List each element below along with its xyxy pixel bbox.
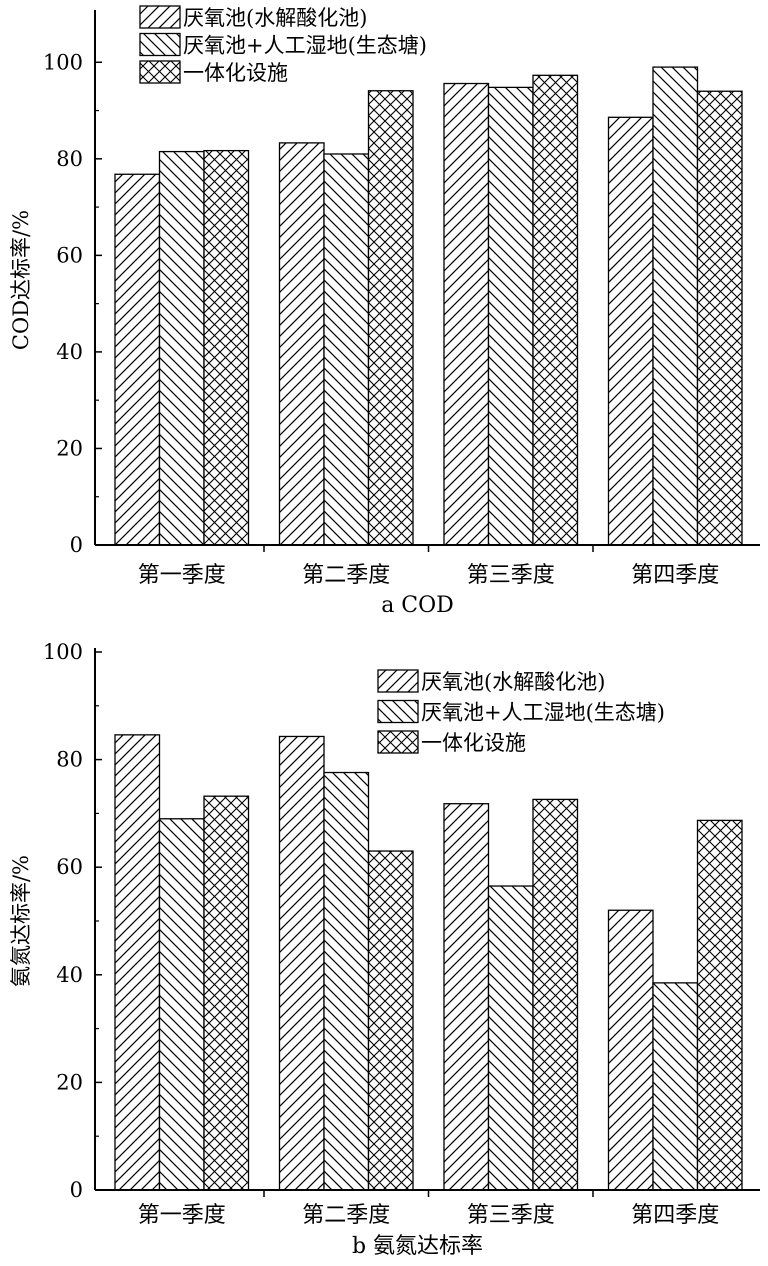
bar-3-3 — [532, 74, 579, 546]
bar-1-4 — [607, 909, 654, 1191]
bar-2-1 — [158, 818, 205, 1191]
bar-1-3 — [443, 82, 490, 546]
bar-1-4 — [607, 116, 654, 546]
legend-label-1: 厌氧池(水解酸化池) — [183, 6, 367, 30]
bar-2-2 — [323, 153, 370, 546]
chart-caption: b 氨氮达标率 — [352, 1234, 483, 1259]
legend-label-2: 厌氧池+人工湿地(生态塘) — [421, 701, 665, 725]
y-axis-title: COD达标率/% — [9, 210, 33, 350]
category-label: 第四季度 — [631, 1203, 719, 1228]
panel-a-cod: 第一季度 第二季度 第三季度 第四季度 0 20 40 60 80 100 COD达标率/% a CO… — [9, 5, 760, 618]
bar-3-4 — [696, 90, 743, 546]
y-axis-title: 氨氮达标率/% — [9, 855, 33, 987]
y-tick-label: 0 — [70, 533, 83, 557]
legend-swatch-3 — [139, 60, 181, 84]
y-tick-label: 60 — [56, 243, 83, 267]
chart-caption: a COD — [381, 593, 454, 618]
bar-2-1 — [158, 150, 205, 546]
y-tick-label: 100 — [43, 50, 83, 74]
category-label: 第二季度 — [302, 563, 390, 588]
bar-3-2 — [367, 90, 414, 546]
y-tick-label: 100 — [43, 640, 83, 664]
legend-swatch-2 — [377, 699, 419, 724]
bar-2-4 — [652, 66, 699, 546]
bar-1-2 — [278, 142, 325, 546]
category-label: 第四季度 — [631, 563, 719, 588]
legend-label-3: 一体化设施 — [183, 61, 288, 85]
y-tick-label: 20 — [56, 436, 83, 460]
bar-3-3 — [532, 798, 579, 1191]
bar-1-3 — [443, 803, 490, 1191]
bar-2-4 — [652, 982, 699, 1191]
legend-swatch-3 — [377, 730, 419, 754]
bar-3-4 — [696, 819, 743, 1191]
legend-swatch-2 — [139, 32, 181, 57]
y-tick-label: 0 — [70, 1178, 83, 1202]
legend-label-2: 厌氧池+人工湿地(生态塘) — [183, 34, 427, 58]
legend: 厌氧池(水解酸化池) 厌氧池+人工湿地(生态塘) 一体化设施 — [139, 5, 427, 85]
category-label: 第一季度 — [138, 1203, 226, 1228]
legend-swatch-1 — [377, 669, 419, 693]
y-tick-label: 80 — [56, 147, 83, 171]
bar-3-1 — [203, 149, 250, 546]
y-tick-label: 80 — [56, 748, 83, 772]
y-tick-label: 20 — [56, 1070, 83, 1094]
legend: 厌氧池(水解酸化池) 厌氧池+人工湿地(生态塘) 一体化设施 — [377, 669, 665, 755]
bar-2-3 — [487, 86, 534, 546]
bar-1-1 — [114, 173, 161, 546]
bar-3-2 — [367, 850, 414, 1191]
legend-label-3: 一体化设施 — [421, 731, 526, 755]
category-label: 第一季度 — [138, 563, 226, 588]
y-tick-label: 40 — [56, 340, 83, 364]
panel-b-ammonia: 第一季度 第二季度 第三季度 第四季度 0 20 40 60 80 100 氨氮达标率/% b 氨氮达… — [9, 640, 760, 1259]
bar-2-2 — [323, 771, 370, 1191]
category-label: 第二季度 — [302, 1203, 390, 1228]
legend-label-1: 厌氧池(水解酸化池) — [421, 670, 605, 694]
y-tick-label: 60 — [56, 855, 83, 879]
bar-1-1 — [114, 734, 161, 1191]
category-label: 第三季度 — [467, 563, 555, 588]
bar-3-1 — [203, 795, 250, 1191]
legend-swatch-1 — [139, 5, 181, 29]
y-tick-label: 40 — [56, 963, 83, 987]
bar-2-3 — [487, 885, 534, 1191]
bar-1-2 — [278, 735, 325, 1191]
category-label: 第三季度 — [467, 1203, 555, 1228]
